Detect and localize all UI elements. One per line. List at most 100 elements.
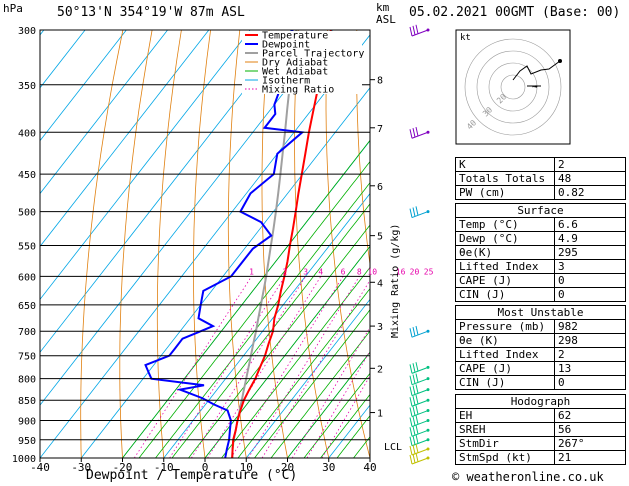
hodograph-ring — [500, 74, 526, 100]
wind-barb-station — [426, 365, 430, 369]
pressure-tick-label: 500 — [18, 208, 36, 219]
legend-entry: Dewpoint — [262, 40, 310, 51]
legend-bg — [242, 40, 362, 49]
wind-barb-tick — [412, 453, 416, 464]
legend-entry: Temperature — [262, 31, 328, 42]
table-row: Temp (°C) 6.6 — [455, 217, 626, 232]
wind-barb-tick — [415, 405, 419, 415]
table-header-row: Hodograph — [455, 394, 626, 409]
table-row: θe(K) 295 — [455, 245, 626, 260]
wind-barb-station — [426, 456, 430, 460]
wet-adiabat-line — [270, 330, 370, 458]
legend-entry: Mixing Ratio — [262, 85, 334, 96]
pressure-tick-label: 400 — [18, 128, 36, 139]
mixing-ratio-line — [321, 375, 370, 458]
mixing-ratio-label: 16 — [396, 267, 406, 276]
index-name: Lifted Index — [455, 259, 555, 274]
hodograph-ring — [464, 38, 562, 136]
mixing-ratio-line — [133, 276, 252, 458]
km-tick-label: 6 — [377, 182, 383, 193]
wind-barb-tick — [415, 434, 419, 444]
hodograph-point — [558, 59, 562, 63]
x-tick-label: -40 — [30, 461, 50, 474]
wind-barb-tick — [412, 406, 416, 416]
legend-bg — [242, 85, 362, 94]
legend-bg — [242, 31, 362, 40]
wind-barb-tick — [412, 363, 416, 373]
wind-barb — [409, 452, 430, 465]
index-name: Dewp (°C) — [455, 231, 555, 246]
index-value: 267° — [554, 436, 626, 451]
x-tick-label: 20 — [281, 461, 294, 474]
wind-barb-tick — [412, 25, 416, 36]
index-value: 56 — [554, 422, 626, 437]
wind-barb-shaft — [411, 439, 429, 447]
dry-adiabat-line — [193, 30, 211, 458]
wind-barb-tick — [415, 126, 419, 137]
table-row: PW (cm) 0.82 — [455, 185, 626, 200]
index-name: K — [455, 157, 555, 172]
wind-barb-tick — [415, 424, 419, 435]
wind-barb — [409, 373, 430, 386]
index-value: 0 — [554, 375, 626, 390]
wind-barb-shaft — [411, 410, 429, 417]
pressure-tick-label: 850 — [18, 396, 36, 407]
table-section-title: Surface — [455, 203, 626, 218]
wind-barb-tick — [409, 129, 413, 139]
wind-barb-station — [426, 447, 430, 451]
wind-barb-tick — [415, 24, 419, 34]
pressure-tick-label: 800 — [18, 375, 36, 386]
index-name: Temp (°C) — [455, 217, 555, 232]
index-name: CAPE (J) — [455, 361, 555, 376]
wind-barb — [409, 24, 430, 37]
pressure-tick-label: 300 — [18, 26, 36, 37]
wind-barb-shaft — [411, 389, 429, 397]
index-value: 3 — [554, 259, 626, 274]
legend-bg — [242, 67, 362, 76]
index-value: 0 — [554, 273, 626, 288]
index-value: 0.82 — [554, 185, 626, 200]
wind-barb-shaft — [411, 448, 429, 456]
index-value: 62 — [554, 408, 626, 423]
wet-adiabat-line — [320, 393, 370, 458]
wind-barb-shaft — [411, 457, 429, 465]
mixing-ratio-line — [191, 276, 306, 458]
wind-barb-tick — [415, 206, 419, 216]
pressure-tick-label: 950 — [18, 436, 36, 447]
legend-bg — [242, 76, 362, 85]
wind-barb-station — [426, 28, 430, 32]
wind-barb-tick — [415, 452, 419, 462]
legend-entry: Wet Adiabat — [262, 67, 328, 78]
table-row: Dewp (°C) 4.9 — [455, 231, 626, 246]
table-row: EH 62 — [455, 408, 626, 423]
wind-barb-tick — [415, 384, 419, 394]
wind-barb-tick — [412, 207, 416, 217]
wind-barb — [409, 415, 430, 428]
table-header-row: Surface — [455, 203, 626, 218]
table-row: SREH 56 — [455, 422, 626, 437]
wind-barb-tick — [415, 373, 419, 383]
isotherm-line — [40, 30, 251, 300]
most-unstable-table: Most Unstable Pressure (mb) 982 θe (K) 298 Li… — [455, 305, 626, 390]
table-row: Pressure (mb) 982 — [455, 319, 626, 334]
wind-barb-tick — [409, 328, 413, 338]
wind-barb-shaft — [411, 378, 429, 386]
mixing-ratio-label: 2 — [283, 267, 288, 276]
isotherm-line — [40, 30, 333, 406]
mixing-ratio-line — [248, 276, 360, 458]
mixing-ratio-label: 1 — [249, 267, 254, 276]
index-value: 298 — [554, 333, 626, 348]
wind-barb-tick — [412, 128, 416, 138]
table-row: Lifted Index 2 — [455, 347, 626, 362]
mixing-ratio-line — [207, 276, 322, 458]
storm-motion-marker: ⇝ — [532, 82, 538, 92]
legend-bg — [242, 49, 362, 58]
x-tick-label: -10 — [154, 461, 174, 474]
wind-barb-tick — [412, 444, 416, 455]
pressure-tick-label: 750 — [18, 352, 36, 363]
index-value: 48 — [554, 171, 626, 186]
x-tick-label: 30 — [322, 461, 335, 474]
legend-entry: Dry Adiabat — [262, 58, 328, 69]
surface-table: Surface Temp (°C) 6.6 Dewp (°C) 4.9 θe(K) 295 L… — [455, 203, 626, 302]
